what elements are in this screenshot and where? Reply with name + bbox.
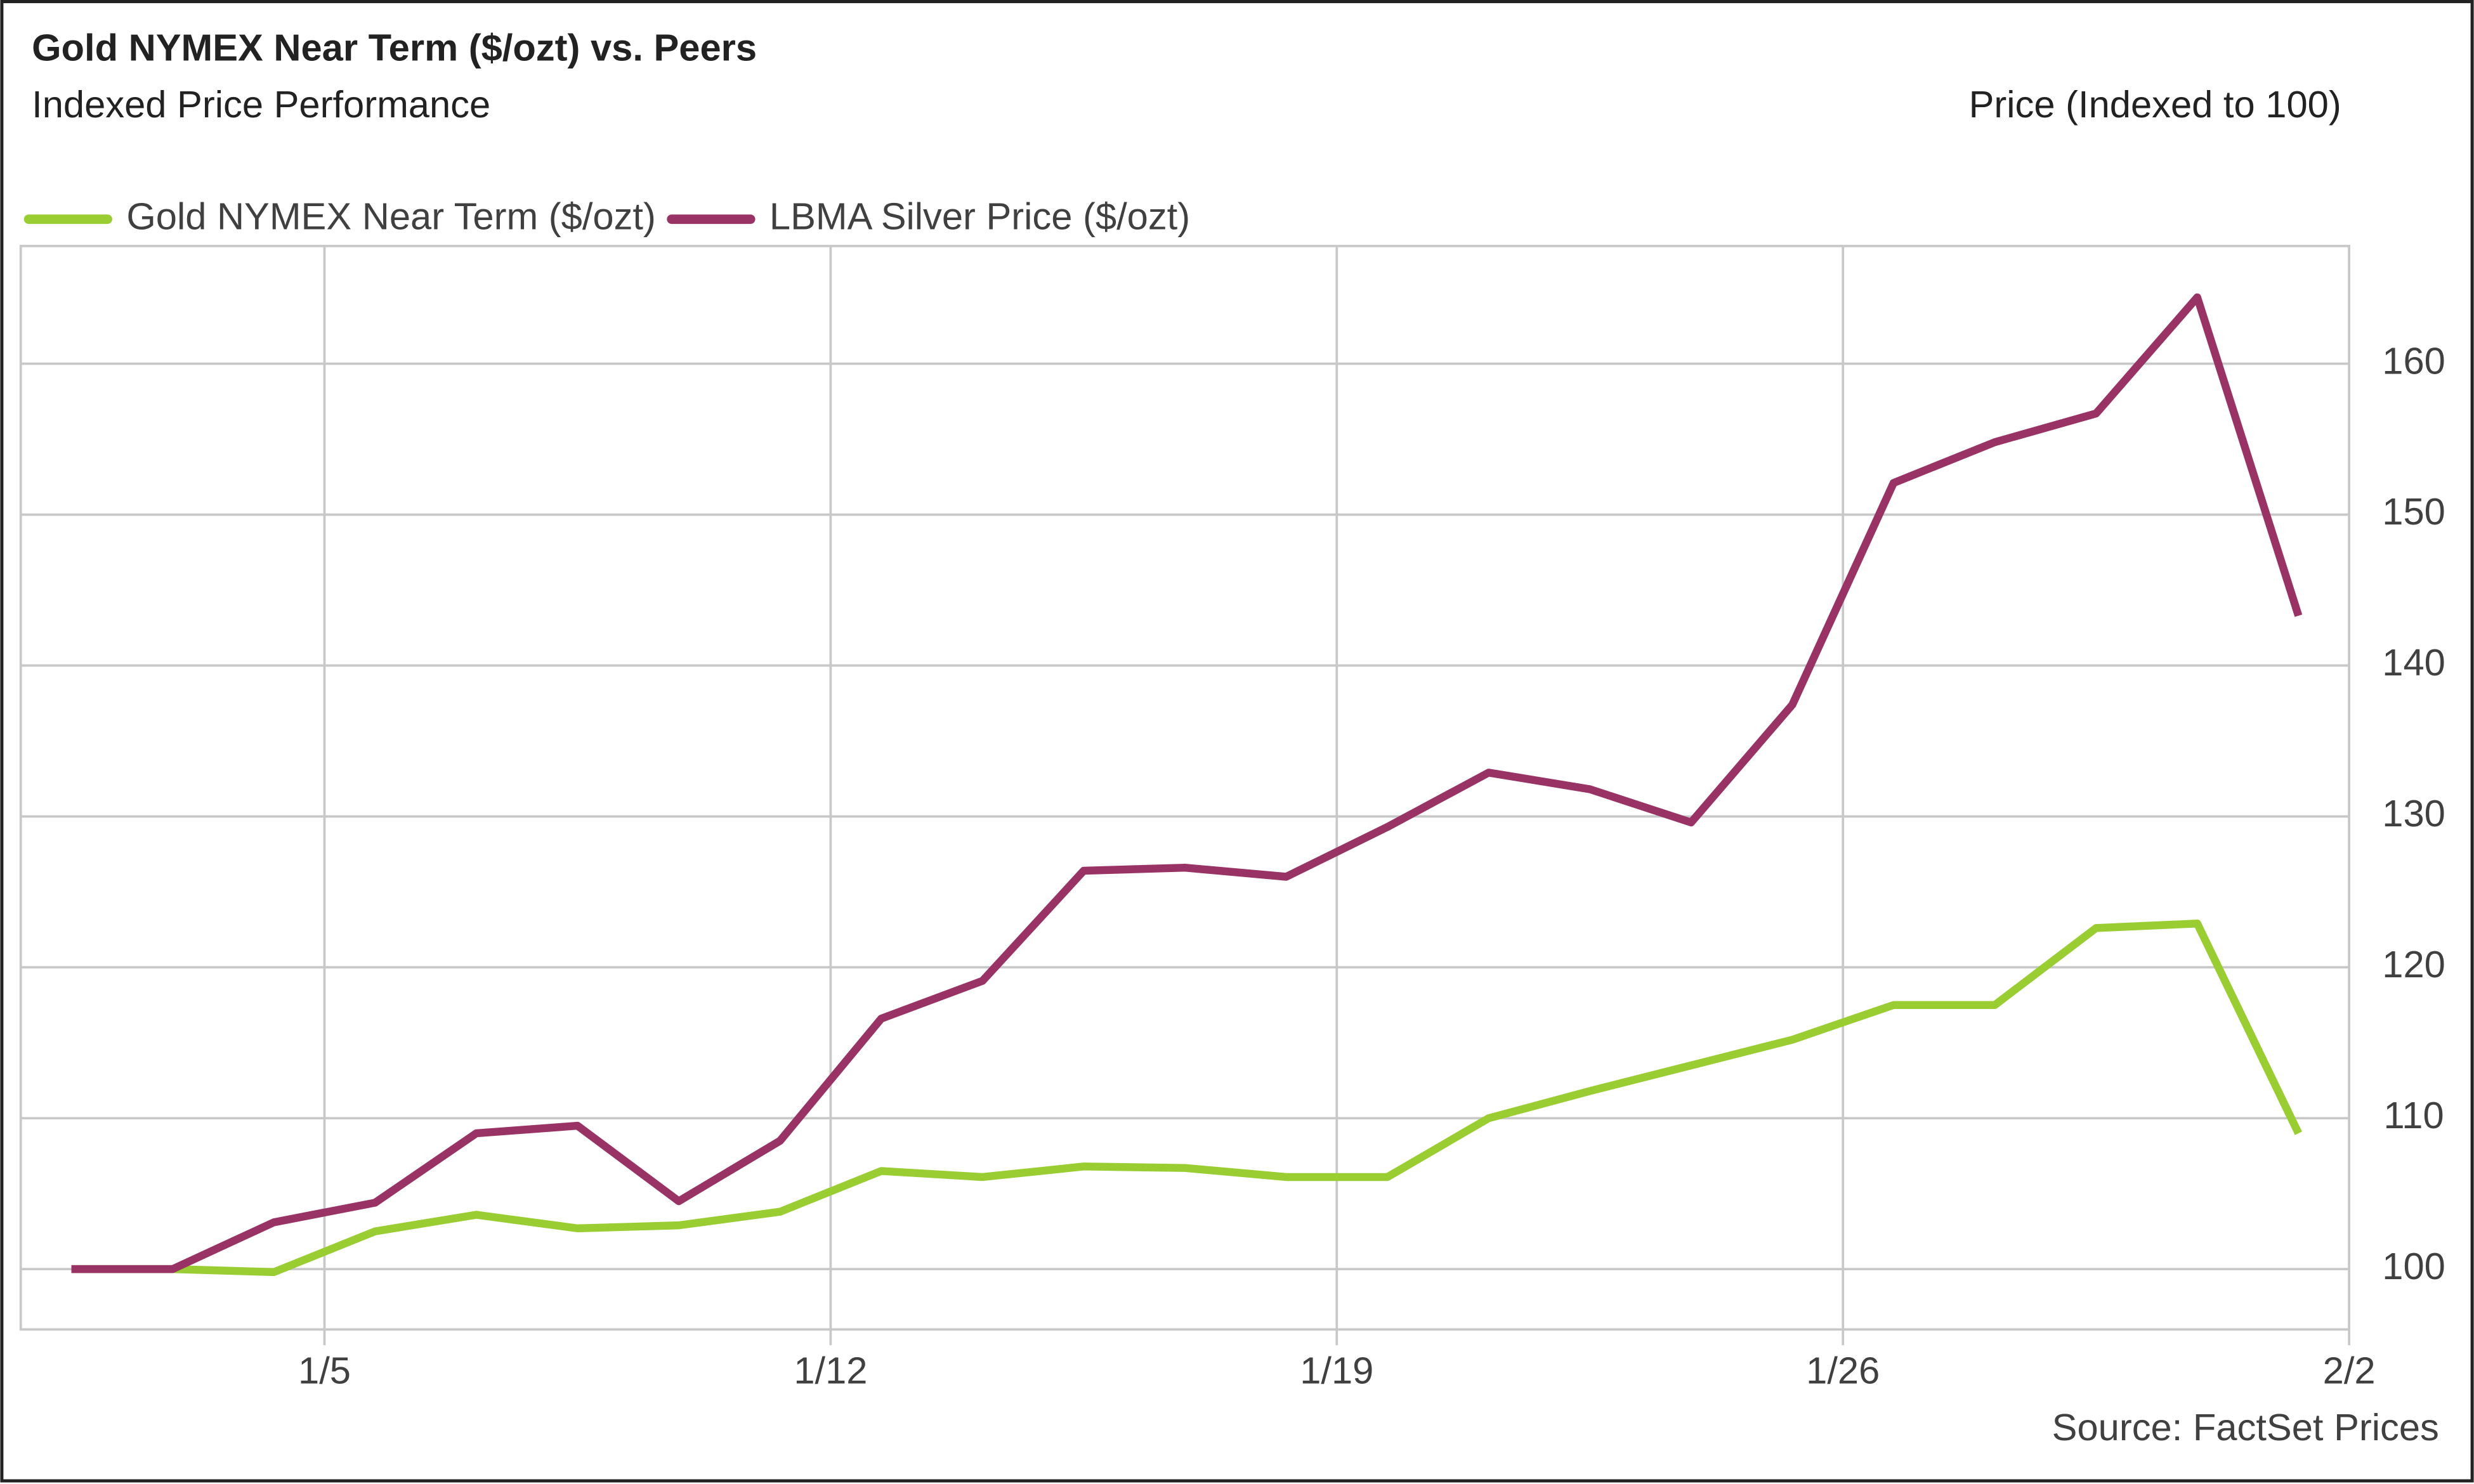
x-tick-label: 1/5 xyxy=(298,1350,351,1392)
y-tick-label: 130 xyxy=(2382,792,2445,835)
chart-subtitle: Indexed Price Performance xyxy=(32,83,490,126)
source: Source: FactSet Prices xyxy=(2052,1406,2439,1448)
chart-title: Gold NYMEX Near Term ($/ozt) vs. Peers xyxy=(32,26,757,68)
legend-label: LBMA Silver Price ($/ozt) xyxy=(769,195,1190,237)
y-tick-label: 160 xyxy=(2382,339,2445,382)
series-line xyxy=(71,293,2303,1273)
y-tick-label: 140 xyxy=(2382,641,2445,684)
legend-label: Gold NYMEX Near Term ($/ozt) xyxy=(126,195,656,237)
x-tick-label: 1/19 xyxy=(1300,1350,1373,1392)
series-line xyxy=(71,920,2302,1277)
y-axis-label: Price (Indexed to 100) xyxy=(1969,83,2341,126)
y-tick-label: 120 xyxy=(2382,943,2445,986)
x-tick-label: 1/26 xyxy=(1806,1350,1880,1392)
x-tick-label: 2/2 xyxy=(2323,1350,2376,1392)
x-tick-label: 1/12 xyxy=(794,1350,867,1392)
y-tick-label: 150 xyxy=(2382,490,2445,533)
y-tick-label: 110 xyxy=(2384,1094,2444,1136)
y-tick-label: 100 xyxy=(2382,1245,2445,1287)
